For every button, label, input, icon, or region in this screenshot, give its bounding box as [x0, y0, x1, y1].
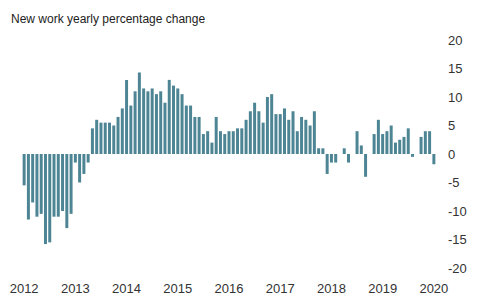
svg-text:2018: 2018: [317, 281, 346, 296]
svg-text:10: 10: [448, 90, 462, 105]
svg-text:2016: 2016: [215, 281, 244, 296]
svg-text:20: 20: [448, 33, 462, 48]
svg-text:-10: -10: [448, 204, 467, 219]
svg-text:2015: 2015: [163, 281, 192, 296]
svg-text:-15: -15: [448, 232, 467, 247]
svg-text:-5: -5: [448, 175, 460, 190]
svg-text:5: 5: [448, 118, 455, 133]
svg-text:2017: 2017: [266, 281, 295, 296]
svg-text:2012: 2012: [10, 281, 39, 296]
svg-text:15: 15: [448, 61, 462, 76]
svg-text:2020: 2020: [419, 281, 448, 296]
svg-text:New work yearly percentage cha: New work yearly percentage change: [11, 12, 205, 26]
svg-text:2014: 2014: [112, 281, 141, 296]
svg-text:0: 0: [448, 147, 455, 162]
svg-text:2013: 2013: [61, 281, 90, 296]
svg-text:2019: 2019: [368, 281, 397, 296]
svg-text:-20: -20: [448, 261, 467, 276]
